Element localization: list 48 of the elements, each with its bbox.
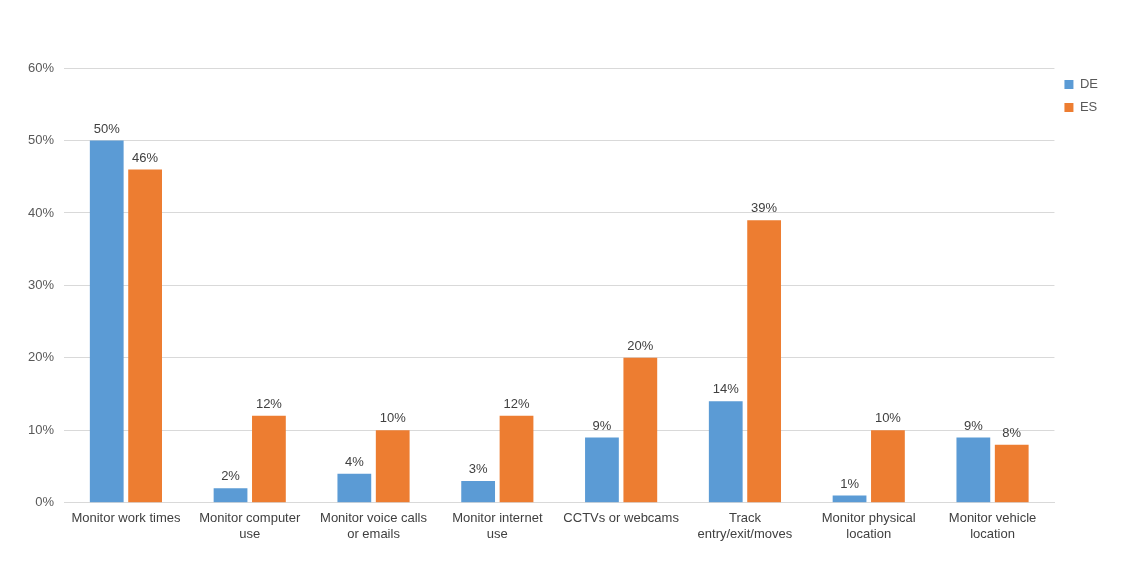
y-tick-label: 10% [27,421,55,437]
data-label: 1% [840,475,860,491]
data-label: 9% [963,417,984,433]
y-tick-label: 30% [27,276,55,292]
x-tick-label: Monitor work times [71,510,181,526]
bar [499,415,534,503]
bar [252,415,286,503]
legend-label: DE [1079,76,1099,92]
y-tick-label: 60% [27,59,55,75]
x-tick-label: Track entry/exit/moves [697,510,793,541]
y-tick-label: 0% [35,494,55,510]
y-tick-label: 50% [27,132,55,148]
x-tick-label: Monitor vehicle location [948,510,1037,541]
data-label: 10% [379,410,407,426]
data-label: 10% [874,410,902,426]
data-label: 46% [132,149,159,165]
x-tick-label: Monitor computer use [199,510,301,541]
data-label: 2% [221,468,241,484]
data-label: 14% [712,381,740,397]
bar [994,444,1029,503]
bar [128,169,162,503]
bar [708,401,743,503]
data-label: 50% [93,120,121,136]
x-tick-label: Monitor voice calls or emails [320,510,428,541]
data-label: 8% [1002,424,1022,440]
x-tick-label: Monitor physical location [821,510,916,541]
data-label: 12% [503,395,530,411]
y-tick-label: 20% [27,349,55,365]
bar [623,357,658,503]
data-label: 9% [592,417,612,433]
bar [747,220,782,503]
bar [461,481,496,503]
bar [337,473,372,503]
data-label: 39% [751,200,778,216]
y-tick-label: 40% [27,204,55,220]
data-label: 20% [627,337,654,353]
x-tick-label: CCTVs or webcams [563,510,680,526]
data-label: 12% [255,395,283,411]
bar [585,437,619,503]
bar [213,488,248,503]
x-tick-label: Monitor internet use [452,510,543,541]
data-label: 4% [344,453,365,469]
bar [956,437,991,503]
legend-label: ES [1079,99,1098,115]
data-label: 3% [468,461,488,477]
bar [871,430,905,503]
bar [89,140,124,503]
bar [375,430,410,503]
